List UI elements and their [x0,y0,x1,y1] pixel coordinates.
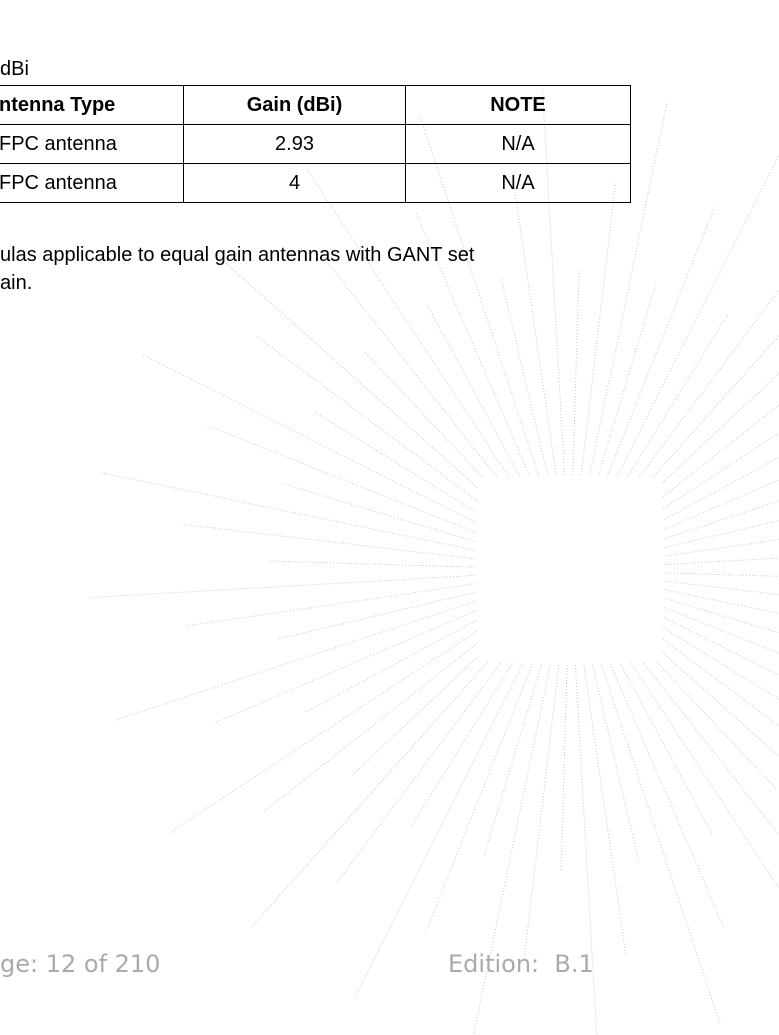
edition: Edition: B.1 [448,950,594,978]
watermark-ray [523,664,560,958]
cell: 4 [183,163,406,203]
page-number: ge: 12 of 210 [0,950,161,978]
watermark-ray [663,456,779,520]
watermark-ray [663,627,779,700]
watermark-ray [591,664,640,863]
watermark-ray [664,580,779,596]
watermark-ray [664,557,779,566]
watermark-ray [610,663,725,929]
watermark-ray [513,183,557,476]
watermark-ray [277,591,476,640]
caption: dBi [0,58,29,80]
watermark-ray [607,207,715,476]
watermark-ray [90,574,476,598]
watermark-ray [500,277,549,476]
header-cell: Gain (dBi) [183,85,406,125]
cell: 2.93 [183,124,406,164]
watermark-ray [363,351,484,479]
paragraph-line: ulas applicable to equal gain antennas w… [0,244,475,266]
row: FPC antenna 4 N/A [0,163,631,203]
cell: FPC antenna [0,163,184,203]
watermark-ray [642,662,779,836]
cell: N/A [405,163,631,203]
watermark-ray [425,664,533,933]
watermark-ray [270,560,476,568]
watermark-ray [664,589,779,614]
watermark-ray [411,663,513,826]
watermark-ray [620,663,713,835]
watermark-ray [616,153,779,477]
watermark-ray [207,425,476,533]
watermark-ray [574,664,598,1035]
watermark-ray [263,642,478,813]
watermark-ray [664,500,779,540]
watermark-ray [211,610,477,725]
header-cell: ntenna Type [0,85,184,125]
watermark-ray [662,652,779,758]
watermark-ray [663,479,779,530]
watermark-ray [542,90,566,476]
watermark-ray [597,282,657,476]
cell: FPC antenna [0,124,184,164]
watermark-ray [662,404,779,498]
watermark-ray [483,664,543,858]
watermark-ray [418,114,540,476]
watermark-ray [580,182,617,476]
watermark-ray [336,662,502,883]
header-row: ntenna Type Gain (dBi) NOTE [0,85,631,125]
watermark-ray [182,523,476,560]
watermark-ray [353,663,524,999]
watermark-ray [99,472,476,551]
watermark-ray [663,616,779,676]
watermark-ray [652,334,779,478]
watermark-ray [257,336,478,502]
watermark-ray [664,572,779,577]
watermark-ray [627,314,729,477]
paragraph-line: ain. [0,272,33,294]
watermark-ray [661,372,779,484]
watermark-ray [638,288,779,478]
watermark-ray [168,630,477,834]
watermark-ray [560,664,568,870]
watermark-ray [211,250,478,488]
watermark-ray [589,99,668,476]
watermark-ray [656,661,777,789]
watermark-ray [305,620,477,713]
cell: N/A [405,124,631,164]
watermark-ray [351,656,479,777]
watermark-ray [572,270,580,476]
watermark-ray [141,353,477,524]
header-cell: NOTE [405,85,631,125]
watermark-ray [663,432,779,510]
antenna-table: ntenna Type Gain (dBi) NOTE FPC antenna … [0,85,631,203]
watermark-ray [664,597,779,634]
watermark-ray [306,168,510,477]
watermark-ray [282,483,476,543]
watermark-ray [314,411,477,513]
row: FPC antenna 2.93 N/A [0,124,631,164]
watermark-ray [114,600,476,722]
watermark-ray [473,664,551,1035]
watermark-ray [600,664,722,1026]
watermark-ray [327,263,498,478]
watermark-ray [250,662,488,929]
watermark-ray [662,638,779,727]
watermark-ray [664,520,779,549]
watermark-ray [183,583,476,627]
watermark-ray [427,305,520,477]
watermark-ray [583,664,627,957]
watermark-ray [664,607,779,654]
